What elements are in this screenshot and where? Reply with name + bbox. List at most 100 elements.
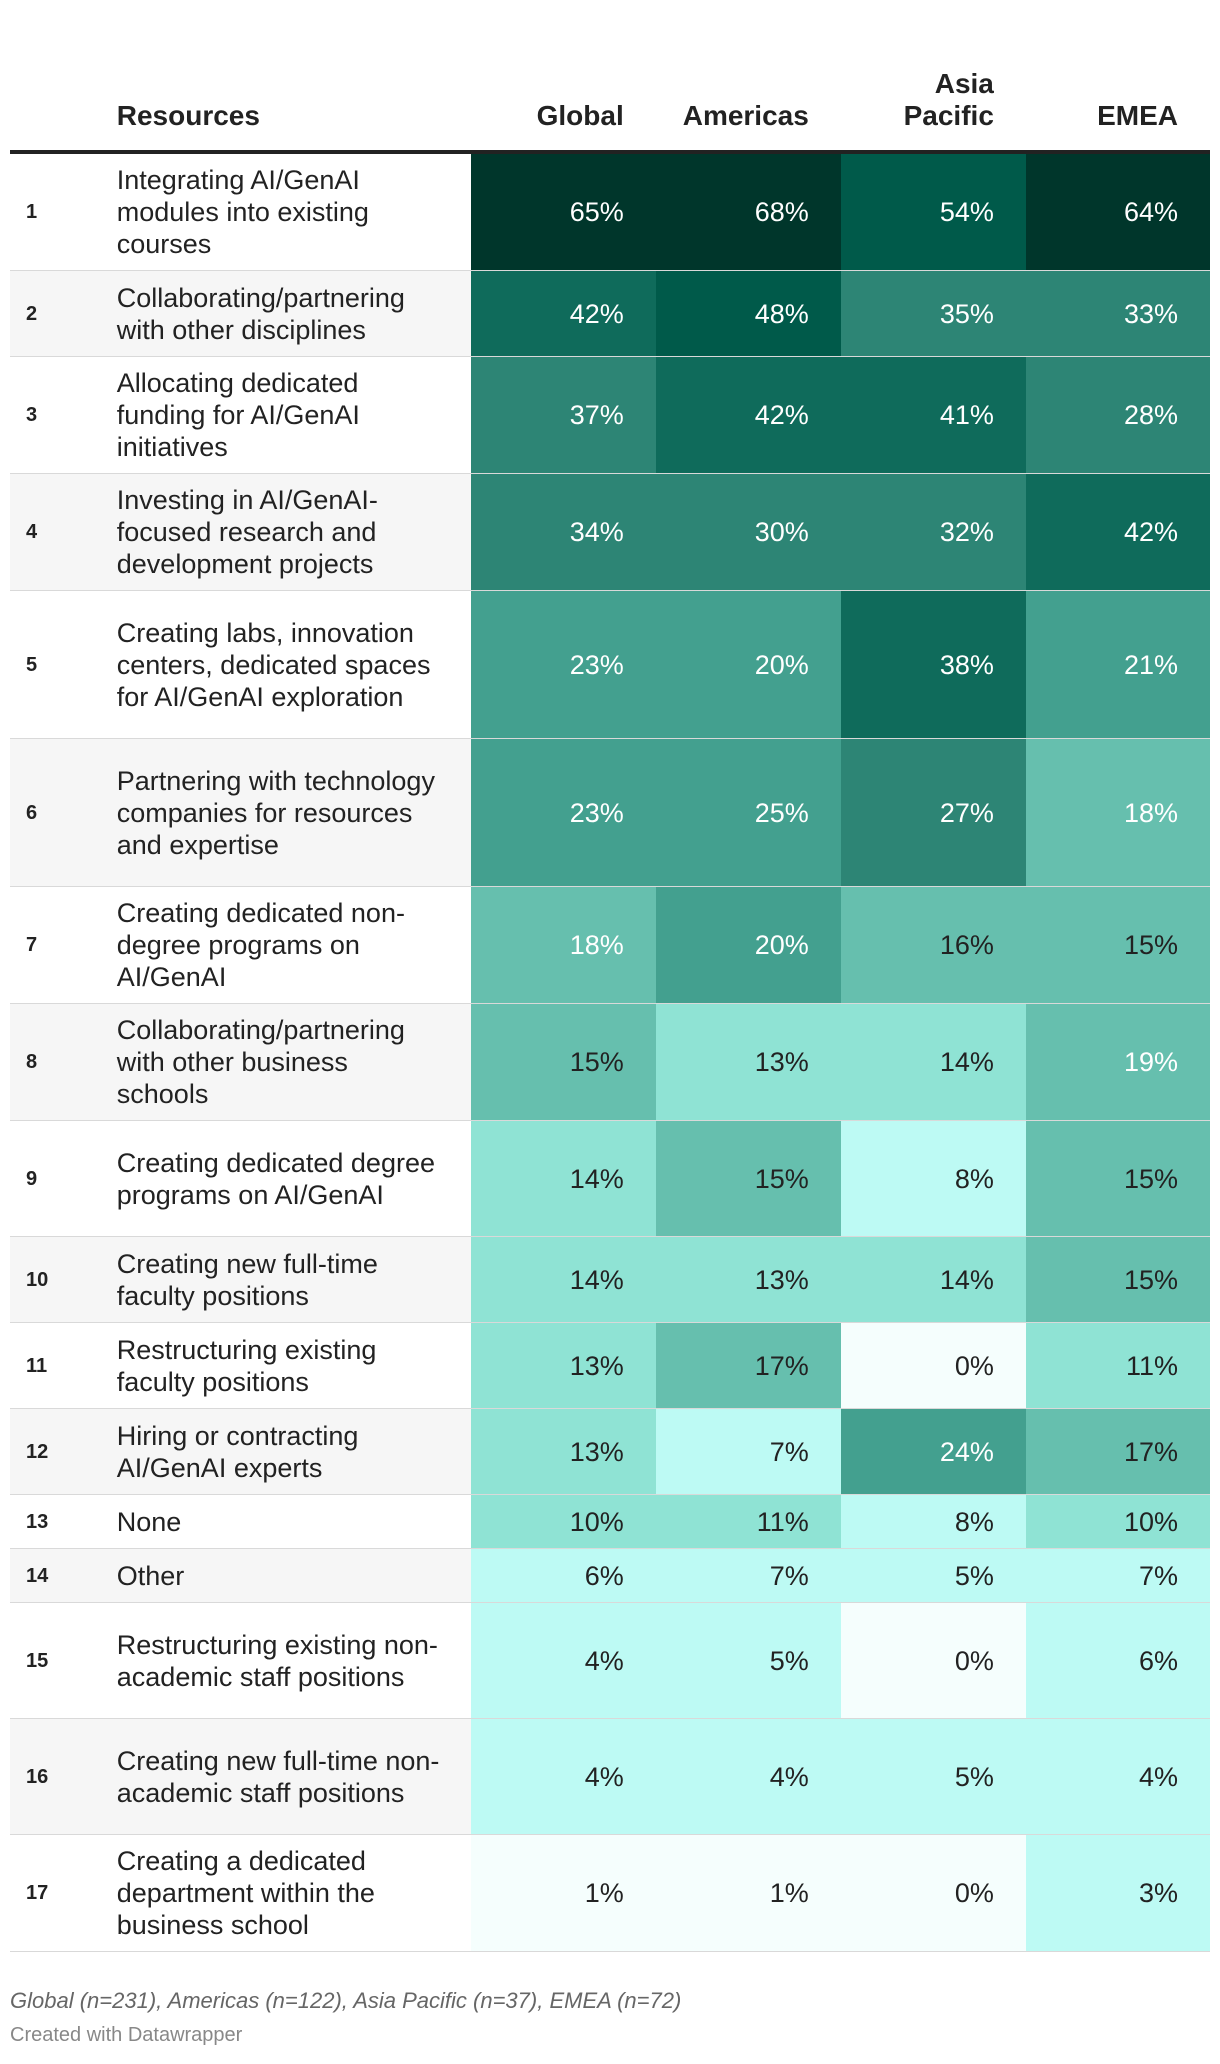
table-row: 17 Creating a dedicated department within… [10,1834,1210,1952]
cell-americas: 25% [655,738,841,887]
row-rank: 10 [10,1236,117,1323]
heatmap-table-container: Resources Global Americas Asia Pacific E… [10,0,1210,1952]
row-rank: 3 [10,356,117,474]
cell-asia-pacific: 8% [840,1494,1026,1549]
cell-asia-pacific: 38% [840,590,1026,739]
cell-emea: 6% [1025,1602,1210,1719]
cell-asia-pacific: 0% [840,1834,1026,1952]
cell-global: 23% [470,738,656,887]
table-row: 5 Creating labs, innovation centers, dedi… [10,590,1210,739]
cell-americas: 42% [655,356,841,474]
sample-size-note: Global (n=231), Americas (n=122), Asia P… [10,1988,682,2013]
header-americas: Americas [655,0,841,154]
cell-asia-pacific: 14% [840,1236,1026,1323]
cell-americas: 1% [655,1834,841,1952]
row-resource-label: Collaborating/partnering with other disc… [116,270,471,357]
cell-asia-pacific: 0% [840,1322,1026,1409]
cell-asia-pacific: 0% [840,1602,1026,1719]
cell-asia-pacific: 24% [840,1408,1026,1495]
cell-americas: 30% [655,473,841,591]
cell-global: 4% [470,1602,656,1719]
row-resource-label: Collaborating/partnering with other busi… [116,1003,471,1121]
row-resource-label: Creating dedicated degree programs on AI… [116,1120,471,1237]
cell-global: 65% [470,152,656,271]
row-rank: 8 [10,1003,117,1121]
cell-global: 13% [470,1408,656,1495]
row-resource-label: None [116,1494,471,1549]
header-emea: EMEA [1025,0,1210,154]
row-rank: 5 [10,590,117,739]
table-row: 6 Partnering with technology companies fo… [10,738,1210,887]
row-resource-label: Creating a dedicated department within t… [116,1834,471,1952]
table-row: 8 Collaborating/partnering with other bus… [10,1003,1210,1121]
row-rank: 17 [10,1834,117,1952]
row-rank: 12 [10,1408,117,1495]
cell-asia-pacific: 54% [840,152,1026,271]
cell-asia-pacific: 16% [840,886,1026,1004]
cell-emea: 28% [1025,356,1210,474]
table-row: 1 Integrating AI/GenAI modules into exist… [10,152,1210,271]
row-resource-label: Creating labs, innovation centers, dedic… [116,590,471,739]
cell-americas: 5% [655,1602,841,1719]
cell-global: 37% [470,356,656,474]
cell-global: 23% [470,590,656,739]
cell-global: 1% [470,1834,656,1952]
cell-global: 18% [470,886,656,1004]
row-resource-label: Restructuring existing faculty positions [116,1322,471,1409]
cell-global: 15% [470,1003,656,1121]
table-row: 10 Creating new full-time faculty positio… [10,1236,1210,1323]
cell-americas: 7% [655,1548,841,1603]
row-rank: 16 [10,1718,117,1835]
cell-emea: 17% [1025,1408,1210,1495]
header-asia-pacific: Asia Pacific [840,0,1026,154]
table-row: 13 None 10% 11% 8% 10% [10,1494,1210,1549]
cell-emea: 15% [1025,886,1210,1004]
cell-emea: 15% [1025,1120,1210,1237]
cell-americas: 11% [655,1494,841,1549]
cell-emea: 10% [1025,1494,1210,1549]
heatmap-table: Resources Global Americas Asia Pacific E… [10,0,1210,1952]
cell-americas: 4% [655,1718,841,1835]
header-rank [10,0,117,154]
row-resource-label: Investing in AI/GenAI-focused research a… [116,473,471,591]
row-resource-label: Other [116,1548,471,1603]
cell-asia-pacific: 5% [840,1548,1026,1603]
table-row: 4 Investing in AI/GenAI-focused research … [10,473,1210,591]
cell-asia-pacific: 8% [840,1120,1026,1237]
cell-asia-pacific: 35% [840,270,1026,357]
cell-asia-pacific: 5% [840,1718,1026,1835]
row-resource-label: Integrating AI/GenAI modules into existi… [116,152,471,271]
table-row: 12 Hiring or contracting AI/GenAI experts… [10,1408,1210,1495]
cell-emea: 18% [1025,738,1210,887]
row-rank: 4 [10,473,117,591]
table-row: 3 Allocating dedicated funding for AI/Gen… [10,356,1210,474]
table-row: 16 Creating new full-time non-academic st… [10,1718,1210,1835]
row-rank: 13 [10,1494,117,1549]
row-rank: 9 [10,1120,117,1237]
table-body: 1 Integrating AI/GenAI modules into exist… [10,152,1210,1952]
table-row: 9 Creating dedicated degree programs on A… [10,1120,1210,1237]
cell-asia-pacific: 27% [840,738,1026,887]
cell-americas: 13% [655,1236,841,1323]
cell-emea: 4% [1025,1718,1210,1835]
cell-emea: 19% [1025,1003,1210,1121]
cell-global: 34% [470,473,656,591]
row-resource-label: Allocating dedicated funding for AI/GenA… [116,356,471,474]
cell-emea: 11% [1025,1322,1210,1409]
cell-americas: 15% [655,1120,841,1237]
row-resource-label: Partnering with technology companies for… [116,738,471,887]
row-rank: 1 [10,152,117,271]
table-row: 14 Other 6% 7% 5% 7% [10,1548,1210,1603]
cell-emea: 7% [1025,1548,1210,1603]
row-resource-label: Creating dedicated non-degree programs o… [116,886,471,1004]
datawrapper-credit: Created with Datawrapper [10,2024,243,2046]
cell-global: 14% [470,1120,656,1237]
row-rank: 7 [10,886,117,1004]
row-resource-label: Hiring or contracting AI/GenAI experts [116,1408,471,1495]
cell-emea: 33% [1025,270,1210,357]
row-resource-label: Creating new full-time faculty positions [116,1236,471,1323]
row-resource-label: Creating new full-time non-academic staf… [116,1718,471,1835]
row-resource-label: Restructuring existing non-academic staf… [116,1602,471,1719]
table-row: 2 Collaborating/partnering with other dis… [10,270,1210,357]
cell-global: 4% [470,1718,656,1835]
